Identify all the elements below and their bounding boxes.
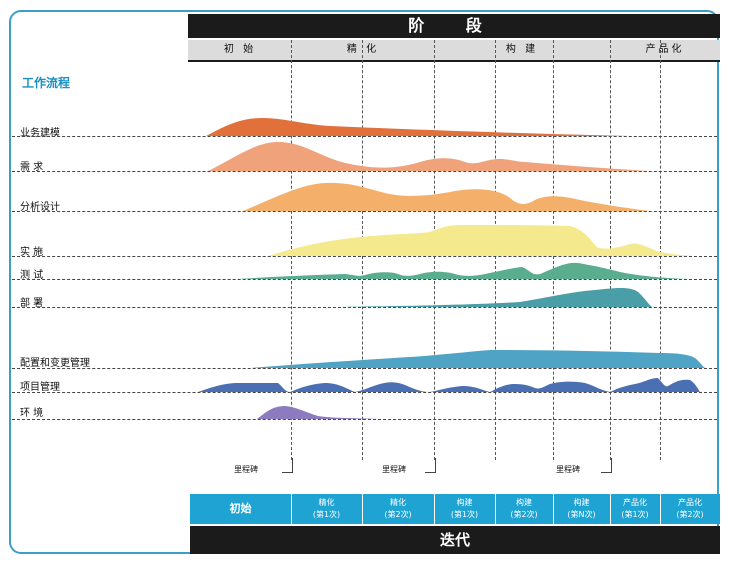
curve-analysis <box>243 182 650 211</box>
workflow-label-deploy: 部 署 <box>20 298 44 309</box>
milestone-arrow-icon <box>282 458 293 473</box>
phase-row: 初 始 精 化 构 建 产品化 <box>188 40 720 62</box>
workflow-baseline <box>12 368 717 369</box>
workflow-label-implementation: 实 施 <box>20 247 44 258</box>
curve-deploy <box>340 288 652 307</box>
phase-elaboration: 精 化 <box>346 44 380 55</box>
iteration-row: 初始 精化 (第1次) 精化 (第2次) 构建 (第1次) 构建 (第2次) 构… <box>190 494 720 524</box>
iteration-name: 构建 <box>516 498 532 507</box>
workflow-label-environment: 环 境 <box>20 408 44 419</box>
milestone-arrow-icon <box>601 458 612 473</box>
workflow-baseline <box>12 136 717 137</box>
iteration-name: 初始 <box>229 502 252 515</box>
iteration-cell: 初始 <box>190 494 291 524</box>
phase-transition: 产品化 <box>645 44 685 55</box>
iteration-sub: (第1次) <box>450 510 479 519</box>
workflow-baseline <box>12 211 717 212</box>
workflow-baseline <box>12 256 717 257</box>
iteration-name: 精化 <box>318 498 335 507</box>
curve-test <box>237 262 690 279</box>
workflow-label-project: 项目管理 <box>20 382 60 393</box>
workflow-label-config: 配置和变更管理 <box>20 358 90 369</box>
iteration-cell: 产品化 (第1次) <box>610 494 660 524</box>
curve-project <box>198 378 700 392</box>
phase-inception: 初 始 <box>223 44 257 55</box>
workflow-baseline <box>12 307 717 308</box>
curve-business <box>206 118 630 136</box>
iteration-separator <box>434 494 435 524</box>
iteration-sub: (第N次) <box>567 510 596 519</box>
curve-environment <box>257 406 540 419</box>
curve-implementation <box>268 225 692 256</box>
iteration-separator <box>362 494 363 524</box>
workflow-label-business: 业务建模 <box>20 128 60 139</box>
iteration-name: 构建 <box>573 498 590 507</box>
iteration-cell: 精化 (第2次) <box>362 494 434 524</box>
iteration-title: 迭代 <box>190 526 720 554</box>
curve-requirements <box>208 142 650 171</box>
iteration-sub: (第2次) <box>510 510 538 519</box>
workflow-label-requirements: 需 求 <box>20 162 44 173</box>
iteration-name: 产品化 <box>678 498 702 507</box>
workflow-baseline <box>12 279 717 280</box>
iteration-separator <box>610 494 611 524</box>
milestone-label: 里程碑 <box>382 465 406 474</box>
iteration-sub: (第1次) <box>312 510 341 519</box>
workflow-label-analysis: 分析设计 <box>20 202 60 213</box>
iteration-cell: 构建 (第2次) <box>495 494 553 524</box>
iteration-cell: 精化 (第1次) <box>291 494 362 524</box>
curve-config <box>250 350 705 368</box>
iteration-divider <box>660 40 661 460</box>
phase-construction: 构 建 <box>505 44 539 55</box>
iteration-name: 精化 <box>390 498 406 507</box>
workflow-label-test: 测 试 <box>20 270 44 281</box>
milestone-label: 里程碑 <box>556 465 580 474</box>
iteration-separator <box>553 494 554 524</box>
iteration-sub: (第2次) <box>384 510 412 519</box>
workflow-baseline <box>12 419 717 420</box>
iteration-name: 产品化 <box>623 498 647 507</box>
workflow-baseline <box>12 171 717 172</box>
iteration-separator <box>495 494 496 524</box>
phase-title: 阶 段 <box>188 14 720 38</box>
milestone-label: 里程碑 <box>234 465 258 474</box>
iteration-cell: 构建 (第1次) <box>434 494 495 524</box>
milestone-arrow-icon <box>425 458 436 473</box>
workflow-baseline <box>12 392 717 393</box>
iteration-separator <box>291 494 292 524</box>
iteration-separator <box>660 494 661 524</box>
iteration-cell: 构建 (第N次) <box>553 494 610 524</box>
iteration-cell: 产品化 (第2次) <box>660 494 720 524</box>
iteration-sub: (第2次) <box>676 510 704 519</box>
workflow-heading: 工作流程 <box>22 76 71 90</box>
iteration-sub: (第1次) <box>621 510 649 519</box>
iteration-name: 构建 <box>456 498 473 507</box>
